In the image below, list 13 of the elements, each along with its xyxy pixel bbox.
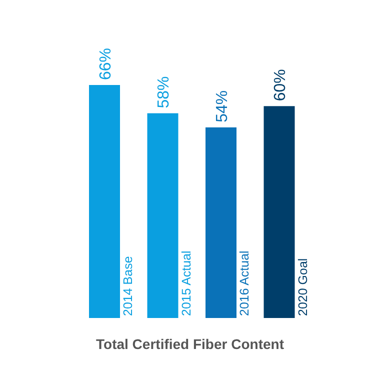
bar bbox=[89, 85, 120, 318]
data-label: 66% bbox=[98, 48, 114, 80]
text: Total Certified Fiber Content bbox=[95, 336, 285, 352]
x-tick-label: 2015 Actual bbox=[179, 250, 194, 316]
x-tick-label: 2016 Actual bbox=[238, 250, 252, 316]
x-tick-label: 2020 Goal bbox=[296, 258, 310, 316]
bar bbox=[264, 106, 295, 318]
bar bbox=[147, 113, 178, 318]
bar bbox=[206, 127, 236, 318]
data-label: 60% bbox=[272, 69, 290, 102]
data-label: 54% bbox=[214, 90, 231, 122]
x-tick-label: 2014 Base bbox=[121, 256, 135, 316]
data-label: 58% bbox=[156, 76, 173, 108]
